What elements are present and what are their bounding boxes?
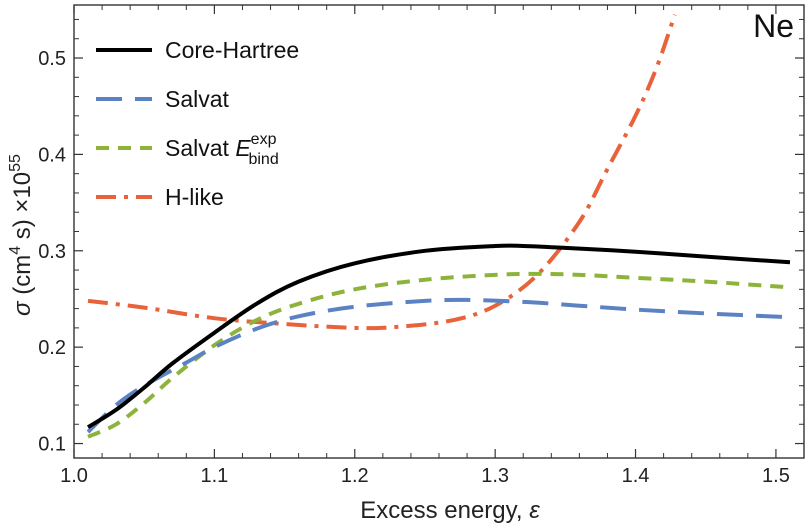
x-tick-label: 1.2 bbox=[341, 465, 369, 487]
series-line-2 bbox=[87, 271, 791, 439]
legend-label-core-hartree: Core-Hartree bbox=[165, 37, 299, 63]
series-line-0 bbox=[86, 243, 791, 429]
legend: Core-Hartree Salvat Salvat Eexp bind H-li… bbox=[96, 37, 299, 210]
y-axis-label-mid: s) ×10 bbox=[9, 172, 36, 246]
legend-label-salvat-ebind-text: Salvat bbox=[165, 135, 235, 161]
y-axis-label-sup2: 55 bbox=[7, 154, 24, 172]
legend-label-salvat: Salvat bbox=[165, 86, 230, 112]
legend-label-h-like: H-like bbox=[165, 184, 224, 210]
y-tick-label: 0.4 bbox=[38, 144, 66, 166]
x-tick-label: 1.4 bbox=[622, 465, 650, 487]
x-axis-label-symbol: ε bbox=[529, 497, 540, 524]
corner-label: Ne bbox=[753, 8, 794, 44]
x-tick-label: 1.3 bbox=[481, 465, 509, 487]
y-axis-label-paren: (cm bbox=[9, 255, 36, 302]
x-tick-label: 1.5 bbox=[762, 465, 790, 487]
y-tick-label: 0.1 bbox=[38, 434, 66, 456]
legend-label-ebind-sup: exp bbox=[251, 131, 277, 148]
x-tick-label: 1.0 bbox=[60, 465, 88, 487]
legend-label-ebind-base: E bbox=[235, 135, 251, 161]
legend-label-ebind-sub: bind bbox=[248, 151, 278, 168]
x-axis-label: Excess energy, ε bbox=[360, 497, 540, 524]
y-axis-label-sigma: σ bbox=[9, 300, 36, 316]
ticks-layer: 1.0 1.1 1.2 1.3 1.4 1.5 0.1 0.2 0.3 0.4 0.5 bbox=[38, 5, 804, 487]
y-axis-label: σ (cm4 s) ×1055 bbox=[7, 154, 36, 316]
series-line-1 bbox=[86, 297, 791, 434]
x-axis-label-text: Excess energy, bbox=[360, 497, 529, 524]
series-layer bbox=[86, 13, 791, 439]
y-tick-label: 0.5 bbox=[38, 48, 66, 70]
y-axis-label-sup1: 4 bbox=[7, 246, 24, 255]
y-tick-label: 0.3 bbox=[38, 241, 66, 263]
series-line-3 bbox=[87, 13, 677, 331]
y-tick-label: 0.2 bbox=[38, 337, 66, 359]
legend-label-salvat-ebind: Salvat Eexp bind bbox=[165, 131, 279, 168]
x-tick-label: 1.1 bbox=[200, 465, 228, 487]
